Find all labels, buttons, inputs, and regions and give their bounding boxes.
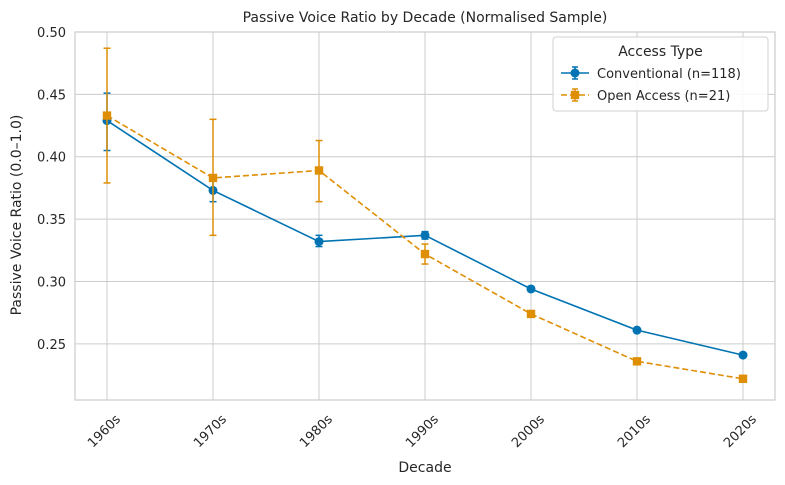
data-point (632, 325, 642, 335)
chart-title: Passive Voice Ratio by Decade (Normalise… (243, 10, 608, 26)
data-point (420, 230, 430, 240)
data-point (102, 111, 112, 120)
data-point (526, 309, 536, 319)
y-tick-label: 0.25 (37, 338, 66, 353)
legend-marker (570, 90, 580, 100)
data-point (738, 350, 748, 360)
x-tick-label: 2020s (721, 412, 760, 451)
legend-title: Access Type (618, 44, 703, 60)
data-point (526, 284, 536, 294)
x-tick-label: 2010s (615, 412, 654, 451)
series-open-access (102, 47, 748, 383)
data-point (738, 374, 748, 383)
data-point (314, 166, 324, 175)
y-tick-label: 0.35 (37, 213, 66, 228)
legend-box (552, 36, 769, 112)
data-point (632, 357, 642, 366)
legend-label: Open Access (n=21) (597, 89, 730, 104)
y-tick-label: 0.40 (37, 151, 66, 166)
y-axis-label: Passive Voice Ratio (0.0–1.0) (9, 115, 25, 316)
x-tick-label: 1990s (403, 412, 442, 451)
x-tick-label: 2000s (509, 412, 548, 451)
y-tick-label: 0.45 (37, 88, 66, 103)
x-tick-label: 1980s (297, 412, 336, 451)
legend-label: Conventional (n=118) (597, 67, 741, 82)
data-point (208, 173, 218, 183)
plot-frame (74, 31, 776, 401)
y-tick-label: 0.50 (37, 26, 66, 41)
x-tick-label: 1960s (85, 412, 124, 451)
legend: Access Type Conventional (n=118) Open Acce… (552, 36, 769, 112)
x-tick-label: 1970s (191, 412, 230, 451)
y-tick-label: 0.30 (37, 275, 66, 290)
data-point (314, 237, 324, 247)
legend-marker (570, 68, 580, 78)
x-axis-label: Decade (398, 460, 451, 476)
data-point (420, 249, 430, 259)
